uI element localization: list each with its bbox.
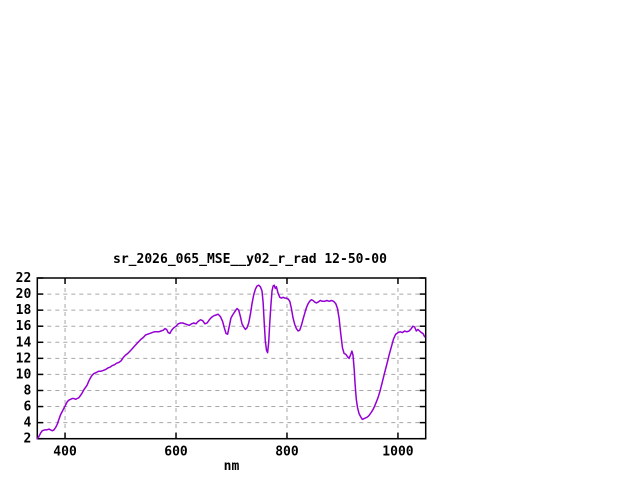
x-tick-label: 1000 bbox=[382, 445, 413, 460]
y-tick-label: 12 bbox=[16, 351, 32, 366]
y-tick-label: 20 bbox=[16, 287, 32, 302]
y-tick-label: 8 bbox=[23, 383, 31, 398]
y-tick-label: 18 bbox=[16, 303, 32, 318]
y-tick-label: 10 bbox=[16, 367, 32, 382]
y-tick-label: 2 bbox=[23, 432, 31, 447]
x-tick-label: 400 bbox=[53, 445, 77, 460]
spectrum-curve bbox=[36, 284, 426, 440]
x-tick-label: 800 bbox=[275, 445, 299, 460]
y-tick-label: 16 bbox=[16, 319, 32, 334]
y-tick-label: 14 bbox=[16, 335, 32, 350]
y-tick-label: 4 bbox=[23, 416, 31, 431]
x-tick-label: 600 bbox=[164, 445, 188, 460]
chart-title: sr_2026_065_MSE__y02_r_rad 12-50-00 bbox=[113, 252, 387, 267]
x-axis-label: nm bbox=[223, 459, 240, 474]
y-tick-label: 6 bbox=[23, 400, 31, 415]
y-tick-label: 22 bbox=[16, 271, 32, 286]
